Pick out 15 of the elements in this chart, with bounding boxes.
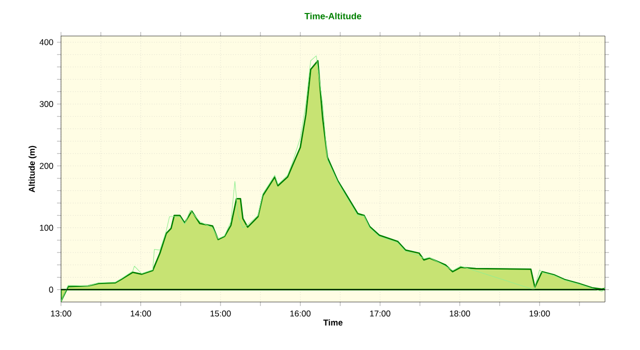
y-axis-title: Altitude (m) — [28, 146, 37, 192]
chart-title: Time-Altitude — [304, 12, 362, 20]
x-tick-label: 19:00 — [530, 310, 550, 317]
y-tick-label: 0 — [49, 286, 54, 293]
x-tick-label: 16:00 — [290, 310, 311, 317]
x-tick-label: 18:00 — [450, 310, 470, 317]
x-tick-label: 13:00 — [51, 310, 72, 317]
y-tick-label: 200 — [40, 162, 54, 169]
x-axis-title: Time — [323, 319, 343, 326]
x-tick-label: 14:00 — [130, 310, 152, 317]
x-tick-label: 15:00 — [210, 310, 231, 317]
y-tick-label: 400 — [40, 39, 54, 46]
x-tick-label: 17:00 — [370, 310, 390, 317]
y-tick-label: 300 — [40, 101, 54, 108]
y-tick-label: 100 — [40, 224, 54, 231]
